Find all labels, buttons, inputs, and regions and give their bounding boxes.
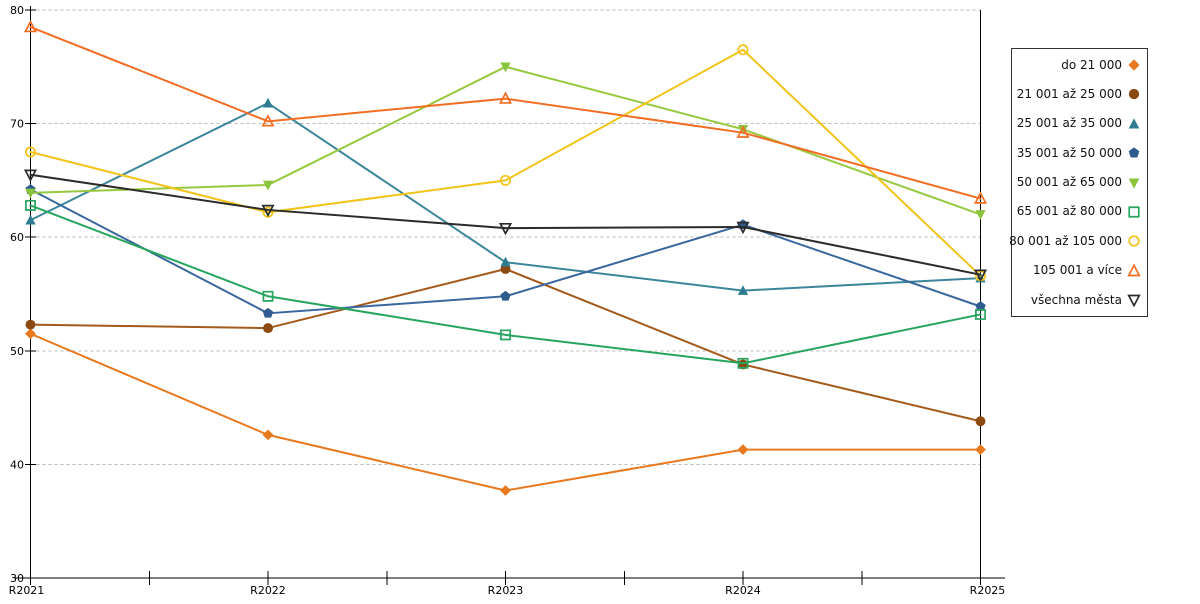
legend-marker-icon: [1128, 178, 1140, 189]
series-line: [29, 204, 982, 365]
x-axis-labels: R2021 R2022 R2023 R2024 R2025: [9, 584, 1006, 597]
legend-label: 21 001 až 25 000: [1016, 86, 1122, 101]
gridlines: [30, 9, 981, 465]
legend-marker-icon: [1128, 59, 1140, 71]
x-tick-label: R2021: [9, 584, 45, 597]
series-line: [29, 48, 982, 277]
series-4: [25, 62, 986, 220]
series-3: [25, 184, 986, 318]
legend-marker-icon: [1128, 89, 1140, 100]
y-tick-label: 50: [10, 345, 24, 358]
legend-label: 25 001 až 35 000: [1016, 116, 1122, 131]
series-line: [29, 26, 982, 200]
legend-label: 105 001 a více: [1032, 263, 1122, 278]
legend-item: 21 001 až 25 000: [1016, 87, 1141, 101]
legend-label: 65 001 až 80 000: [1016, 204, 1122, 219]
legend-label: všechna města: [1030, 292, 1122, 307]
series-0: [25, 328, 986, 496]
series-7: [23, 19, 988, 204]
series-line: [29, 173, 982, 276]
y-tick-label: 40: [10, 458, 24, 471]
legend-item: do 21 000: [1016, 58, 1141, 72]
legend-label: 35 001 až 50 000: [1016, 145, 1122, 160]
series-6: [25, 44, 986, 282]
legend-item: 50 001 až 65 000: [1016, 176, 1141, 190]
legend: do 21 000 21 001 až 25 000 25 001 až 35 00…: [1009, 48, 1148, 317]
legend-marker-icon: [1128, 235, 1140, 247]
axes: [14, 6, 1005, 585]
series-8: [23, 169, 988, 282]
legend-item: 35 001 až 50 000: [1016, 146, 1141, 160]
legend-item: všechna města: [1016, 293, 1141, 307]
legend-marker-icon: [1128, 147, 1140, 158]
legend-item: 65 001 až 80 000: [1016, 205, 1141, 219]
y-tick-label: 80: [10, 4, 24, 17]
x-tick-label: R2023: [488, 584, 524, 597]
legend-label: do 21 000: [1061, 57, 1122, 72]
legend-marker-icon: [1128, 118, 1140, 129]
series-5: [25, 199, 986, 369]
legend-marker-icon: [1127, 263, 1141, 276]
legend-item: 25 001 až 35 000: [1016, 117, 1141, 131]
legend-marker-icon: [1127, 294, 1141, 307]
series-2: [25, 97, 986, 295]
series-1: [25, 264, 986, 427]
legend-marker-icon: [1128, 206, 1140, 218]
legend-label: 50 001 až 65 000: [1016, 175, 1122, 189]
x-tick-label: R2025: [970, 584, 1006, 597]
legend-item: 80 001 až 105 000: [1009, 234, 1141, 248]
y-axis-labels: 30 40 50 60 70 80: [10, 4, 24, 585]
x-tick-label: R2024: [725, 584, 761, 597]
y-tick-label: 30: [10, 572, 24, 585]
series-line: [29, 332, 982, 492]
y-tick-label: 60: [10, 231, 24, 244]
legend-label: 80 001 až 105 000: [1009, 233, 1122, 248]
y-tick-label: 70: [10, 118, 24, 131]
x-tick-label: R2022: [250, 584, 286, 597]
legend-item: 105 001 a více: [1016, 263, 1141, 278]
